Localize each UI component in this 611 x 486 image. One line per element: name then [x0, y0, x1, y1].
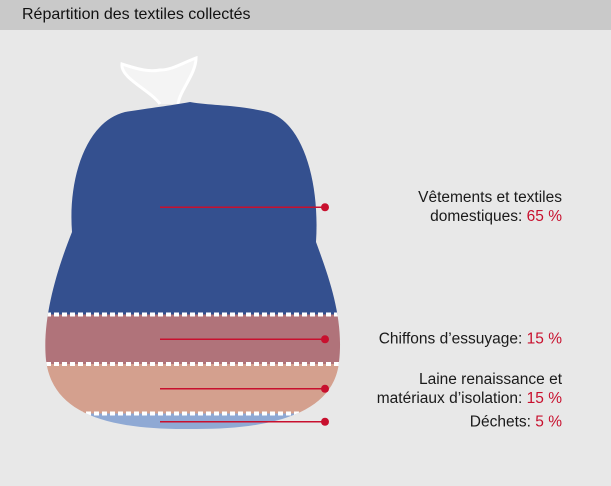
- category-label: Déchets:: [470, 413, 531, 430]
- value-label: 5 %: [535, 413, 562, 430]
- value-label: 65 %: [527, 208, 562, 225]
- bag-body: [30, 100, 360, 430]
- category-label: Chiffons d’essuyage:: [379, 331, 523, 348]
- connector-dot: [321, 385, 329, 393]
- segment-label: Déchets: 5 %: [347, 412, 562, 431]
- segment-label: Vêtements et textiles domestiques: 65 %: [347, 188, 562, 226]
- value-label: 15 %: [527, 331, 562, 348]
- connector-dot: [321, 335, 329, 343]
- value-label: 15 %: [527, 390, 562, 407]
- segment-label: Laine renaissance et matériaux d’isolati…: [347, 370, 562, 408]
- infographic: Répartition des textiles collectés Vêtem…: [0, 0, 611, 486]
- bag-knot: [122, 58, 196, 104]
- connector-dot: [321, 203, 329, 211]
- segment-label: Chiffons d’essuyage: 15 %: [347, 330, 562, 349]
- connector-dot: [321, 418, 329, 426]
